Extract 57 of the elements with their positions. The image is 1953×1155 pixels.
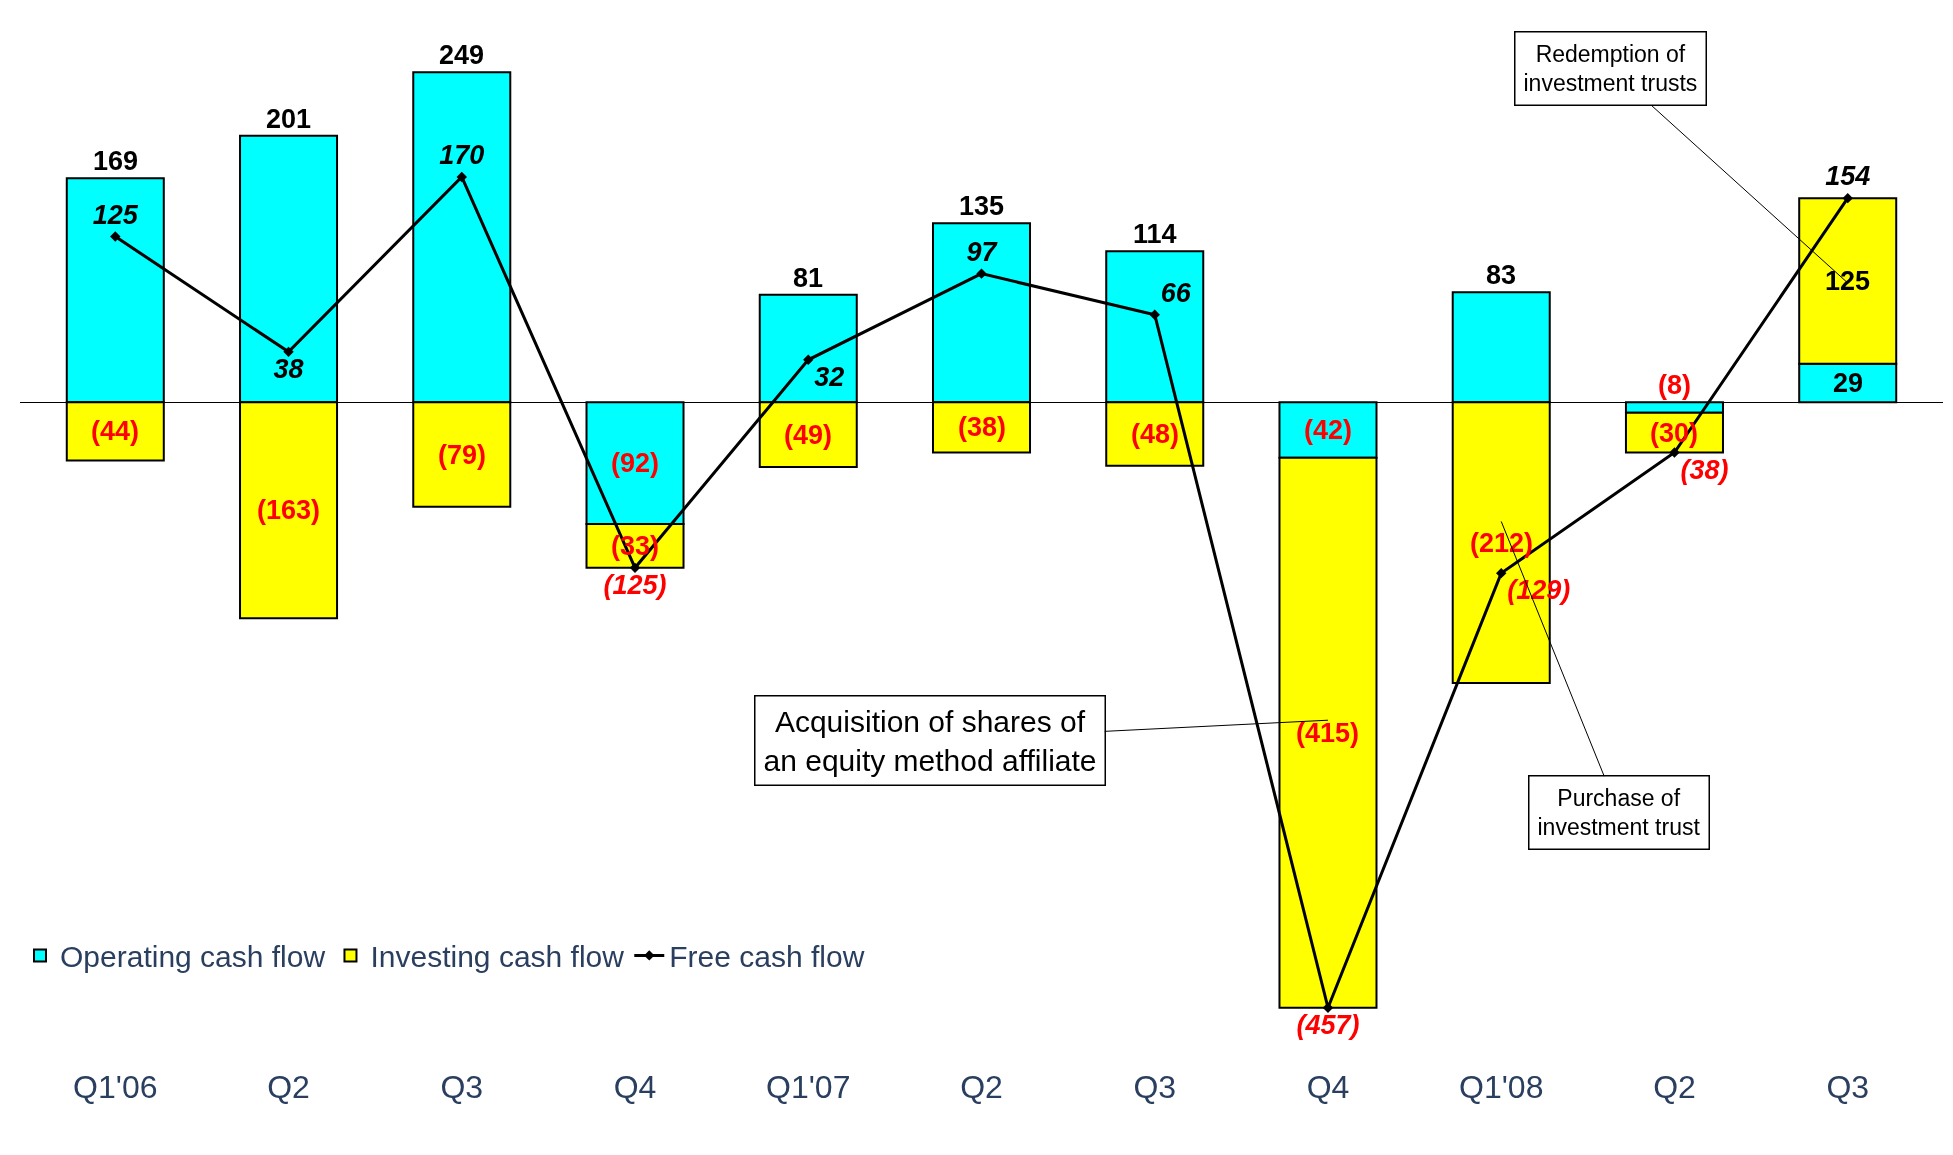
data-label: 83 [1486, 260, 1517, 290]
x-tick-label: Q1'07 [766, 1069, 851, 1105]
data-label: (38) [1680, 454, 1729, 485]
data-label: 29 [1833, 368, 1864, 398]
annotation: Redemption of investment trusts [1523, 40, 1698, 97]
point [456, 171, 467, 183]
data-label: (48) [1131, 419, 1180, 449]
data-label: (457) [1296, 1010, 1360, 1040]
data-label: 125 [1825, 266, 1871, 296]
data-label: (79) [438, 440, 487, 470]
data-label: 135 [959, 191, 1005, 221]
data-label: (125) [603, 570, 667, 601]
point [803, 354, 814, 365]
point [1149, 309, 1160, 320]
data-label: (44) [91, 416, 140, 446]
data-label: (415) [1296, 718, 1360, 748]
x-tick-label: Q2 [960, 1069, 1003, 1105]
data-label: 249 [439, 40, 485, 70]
data-label: 97 [966, 236, 999, 267]
point [283, 346, 294, 358]
point [1669, 447, 1680, 458]
data-label: 81 [793, 263, 824, 293]
data-label: 169 [93, 146, 139, 176]
x-tick-label: Q1'08 [1459, 1069, 1544, 1105]
annotation: Acquisition of shares of an equity method affiliate [763, 704, 1097, 777]
x-tick-label: Q2 [1653, 1069, 1696, 1105]
data-label: 38 [273, 354, 304, 385]
point [629, 562, 641, 574]
x-tick-label: Q3 [1826, 1069, 1870, 1105]
x-tick-label: Q3 [1133, 1069, 1177, 1105]
data-label: 114 [1133, 219, 1177, 249]
data-label: (92) [611, 448, 660, 478]
legend-label: Free cash flow [669, 940, 865, 974]
point [1322, 1002, 1334, 1013]
data-label: 66 [1160, 277, 1192, 308]
legend-label: Investing cash flow [370, 940, 625, 974]
x-tick-label: Q4 [613, 1069, 657, 1105]
x-tick-label: Q2 [267, 1069, 310, 1105]
data-label: (8) [1658, 370, 1691, 400]
x-tick-label: Q1'06 [73, 1069, 158, 1105]
point [1842, 192, 1853, 204]
x-tick-label: Q4 [1306, 1069, 1350, 1105]
data-label: (38) [958, 412, 1007, 442]
point [110, 231, 121, 242]
data-label: (42) [1304, 415, 1353, 445]
data-label: 125 [92, 199, 139, 230]
annotation: Purchase of investment trust [1537, 784, 1701, 841]
data-label: 170 [439, 140, 485, 171]
x-tick-label: Q3 [440, 1069, 484, 1105]
point [1496, 567, 1507, 579]
data-label: 201 [266, 104, 312, 134]
data-label: 154 [1825, 161, 1871, 192]
data-label: (49) [784, 420, 833, 450]
legend-label: Operating cash flow [60, 940, 326, 974]
data-label: 32 [814, 362, 845, 393]
point [976, 268, 987, 279]
data-label: (163) [257, 495, 321, 525]
